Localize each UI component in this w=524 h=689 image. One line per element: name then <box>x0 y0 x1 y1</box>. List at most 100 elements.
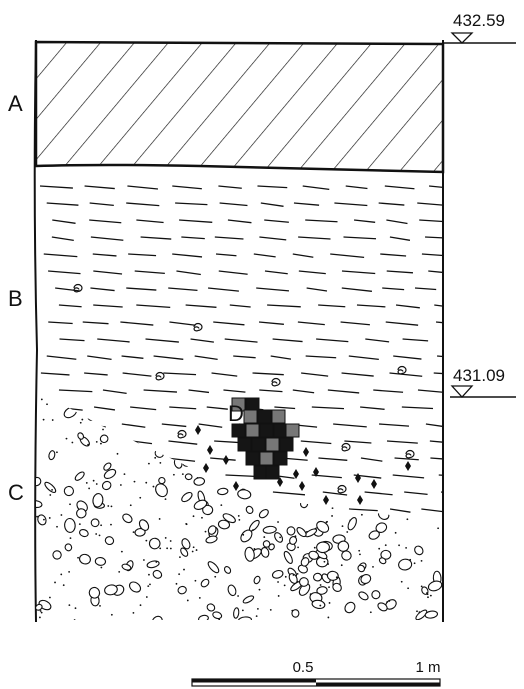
grain <box>426 437 429 440</box>
grain <box>382 433 385 435</box>
grain <box>429 594 432 597</box>
pebble <box>365 489 373 498</box>
grain <box>257 607 259 610</box>
dash <box>153 355 184 360</box>
grain <box>341 525 344 528</box>
pebble <box>418 392 431 406</box>
dash <box>257 185 288 189</box>
dash <box>131 440 153 445</box>
pebble <box>376 422 387 431</box>
dash <box>389 372 423 377</box>
artifact <box>273 423 288 438</box>
pebble <box>378 499 387 507</box>
diamond <box>203 463 209 473</box>
dash <box>233 355 256 359</box>
grain <box>158 518 161 520</box>
pebble <box>146 560 160 569</box>
diamond <box>355 473 361 483</box>
pebble <box>432 432 440 442</box>
pebble <box>63 485 75 497</box>
grain <box>369 411 372 413</box>
dash <box>83 423 106 428</box>
dash <box>51 236 74 241</box>
dash <box>208 287 239 292</box>
grain <box>394 531 397 534</box>
dash <box>143 389 178 393</box>
dash <box>258 321 284 325</box>
elevation-marker <box>450 32 474 44</box>
diamond <box>207 445 213 455</box>
grain <box>100 442 102 445</box>
dash <box>161 423 187 428</box>
pebble <box>223 565 232 574</box>
dash <box>340 321 370 326</box>
grain <box>69 393 72 396</box>
elevation-marker <box>450 385 474 398</box>
grain <box>78 523 81 526</box>
grain <box>269 608 272 611</box>
dash <box>264 270 288 275</box>
dash <box>292 389 315 394</box>
grain <box>283 584 286 587</box>
grain <box>391 419 394 422</box>
pebble <box>44 481 57 493</box>
grain <box>343 469 346 471</box>
grain <box>148 392 151 394</box>
grain <box>395 395 398 398</box>
pebble <box>212 611 223 620</box>
grain <box>287 392 290 395</box>
pebble <box>289 536 298 545</box>
grain <box>302 396 305 399</box>
artifact <box>245 451 260 466</box>
dash <box>272 491 306 496</box>
pebble <box>298 583 311 596</box>
grain <box>133 480 136 483</box>
grain <box>204 530 207 533</box>
pebble <box>87 413 96 421</box>
artifact <box>243 409 258 424</box>
dash <box>82 321 109 325</box>
pebble <box>374 468 384 476</box>
pebble <box>427 580 443 592</box>
grain <box>139 496 142 499</box>
grain <box>413 562 416 565</box>
grain <box>431 497 433 500</box>
grain <box>166 547 169 550</box>
dash <box>168 440 198 445</box>
grain <box>237 595 239 597</box>
layer-label: A <box>8 91 23 116</box>
pebble <box>200 578 210 588</box>
pebble <box>92 493 104 508</box>
grain <box>346 531 349 533</box>
dash <box>389 508 411 513</box>
pebble <box>341 550 352 561</box>
dash <box>121 355 144 359</box>
dash <box>52 219 76 224</box>
dash <box>373 389 404 393</box>
diamond <box>293 469 299 479</box>
dash <box>145 338 179 343</box>
grain <box>98 534 101 537</box>
grain <box>77 556 79 559</box>
dash <box>165 508 195 513</box>
grain <box>405 546 407 549</box>
dash <box>130 406 157 411</box>
dash <box>172 185 202 190</box>
grain <box>328 602 331 604</box>
dash <box>382 287 405 291</box>
grain <box>159 547 162 550</box>
dash <box>219 202 248 207</box>
dash <box>425 236 443 240</box>
pebble <box>253 575 261 585</box>
grain <box>132 611 135 614</box>
grain <box>378 547 381 550</box>
pebble <box>314 409 325 419</box>
scale-label: 0.5 <box>293 659 314 676</box>
dash <box>344 440 372 444</box>
dash <box>378 202 405 206</box>
grain <box>367 507 370 510</box>
grain <box>208 407 211 410</box>
dash <box>134 270 165 274</box>
artifact <box>285 423 300 438</box>
pebble <box>238 616 252 620</box>
